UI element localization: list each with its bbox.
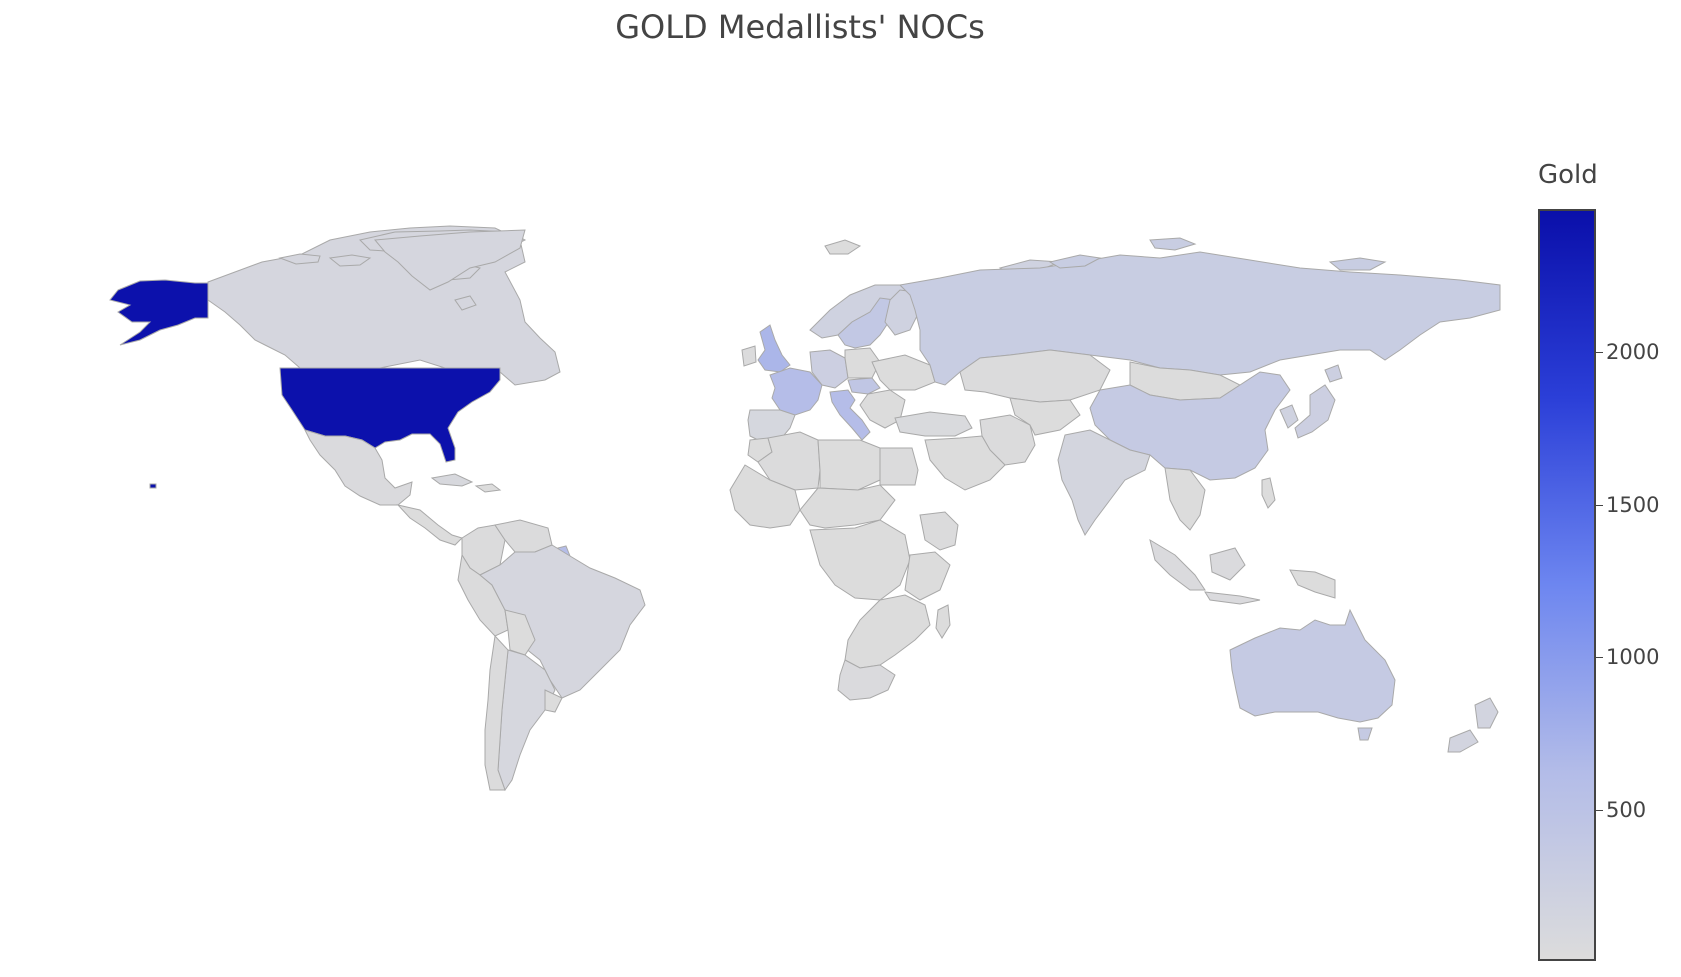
colorbar-tickmark: [1596, 352, 1603, 353]
country-balkans[interactable]: [859, 389, 906, 429]
country-uk[interactable]: [757, 324, 791, 373]
country-hispaniola[interactable]: [474, 483, 502, 493]
country-sahel[interactable]: [799, 484, 896, 529]
colorbar-gradient: [1538, 209, 1596, 961]
country-japan-hokkaido[interactable]: [1324, 364, 1343, 383]
country-ukraine[interactable]: [871, 354, 936, 391]
country-alaska[interactable]: [109, 279, 209, 346]
country-algeria[interactable]: [757, 431, 821, 491]
colorbar-tick-500: 500: [1606, 798, 1647, 822]
country-middle-east[interactable]: [924, 435, 1006, 491]
colorbar-tick-1000: 1000: [1606, 645, 1660, 669]
country-ireland[interactable]: [741, 345, 757, 367]
country-kazakhstan[interactable]: [959, 349, 1111, 403]
country-chile[interactable]: [484, 634, 509, 791]
country-iceland[interactable]: [824, 239, 862, 255]
country-italy[interactable]: [829, 389, 871, 441]
country-central-africa[interactable]: [809, 519, 911, 601]
colorbar-tickmark: [1596, 810, 1603, 811]
country-russia[interactable]: [898, 251, 1501, 386]
country-new-zealand[interactable]: [1474, 697, 1499, 729]
country-hawaii[interactable]: [149, 483, 157, 489]
country-germany[interactable]: [809, 349, 849, 389]
country-west-africa[interactable]: [729, 464, 801, 529]
country-russia-islands[interactable]: [1048, 254, 1102, 269]
country-central-america[interactable]: [396, 504, 463, 546]
chart-title: GOLD Medallists' NOCs: [615, 8, 985, 46]
colorbar-tick-1500: 1500: [1606, 493, 1660, 517]
country-new-zealand-south[interactable]: [1447, 729, 1479, 753]
country-korea[interactable]: [1279, 404, 1299, 429]
colorbar-tickmark: [1596, 657, 1603, 658]
country-canada-islands[interactable]: [454, 295, 477, 311]
colorbar-title: Gold: [1538, 160, 1598, 190]
country-central-asia[interactable]: [1009, 397, 1081, 436]
country-mexico[interactable]: [304, 429, 413, 506]
country-hungary[interactable]: [847, 377, 881, 395]
country-ethiopia[interactable]: [919, 511, 959, 551]
country-libya[interactable]: [817, 439, 881, 491]
country-southeast-asia[interactable]: [1164, 467, 1206, 531]
country-papua[interactable]: [1289, 569, 1336, 599]
colorbar-tickmark: [1596, 505, 1603, 506]
country-finland[interactable]: [884, 289, 921, 336]
country-egypt[interactable]: [879, 447, 919, 486]
country-turkey[interactable]: [894, 411, 973, 437]
country-france[interactable]: [769, 367, 823, 416]
country-greenland[interactable]: [374, 229, 526, 291]
country-japan[interactable]: [1294, 384, 1336, 439]
country-indonesia-borneo[interactable]: [1209, 547, 1246, 581]
country-madagascar[interactable]: [935, 604, 951, 639]
country-india[interactable]: [1057, 429, 1151, 537]
country-south-africa[interactable]: [837, 659, 896, 701]
country-tasmania[interactable]: [1357, 727, 1373, 741]
colorbar-tick-2000: 2000: [1606, 340, 1660, 364]
country-canada-islands[interactable]: [278, 253, 321, 265]
country-russia-islands[interactable]: [1328, 257, 1387, 271]
country-russia-islands[interactable]: [1149, 237, 1197, 251]
country-southern-africa[interactable]: [844, 594, 931, 669]
country-indonesia[interactable]: [1149, 538, 1206, 591]
country-indonesia-java[interactable]: [1204, 591, 1261, 605]
country-cuba[interactable]: [430, 473, 474, 487]
country-australia[interactable]: [1229, 608, 1396, 723]
country-east-africa[interactable]: [904, 551, 951, 601]
country-canada-islands[interactable]: [328, 254, 372, 267]
country-usa[interactable]: [279, 367, 501, 463]
country-uruguay[interactable]: [544, 689, 563, 713]
country-philippines[interactable]: [1261, 477, 1276, 509]
